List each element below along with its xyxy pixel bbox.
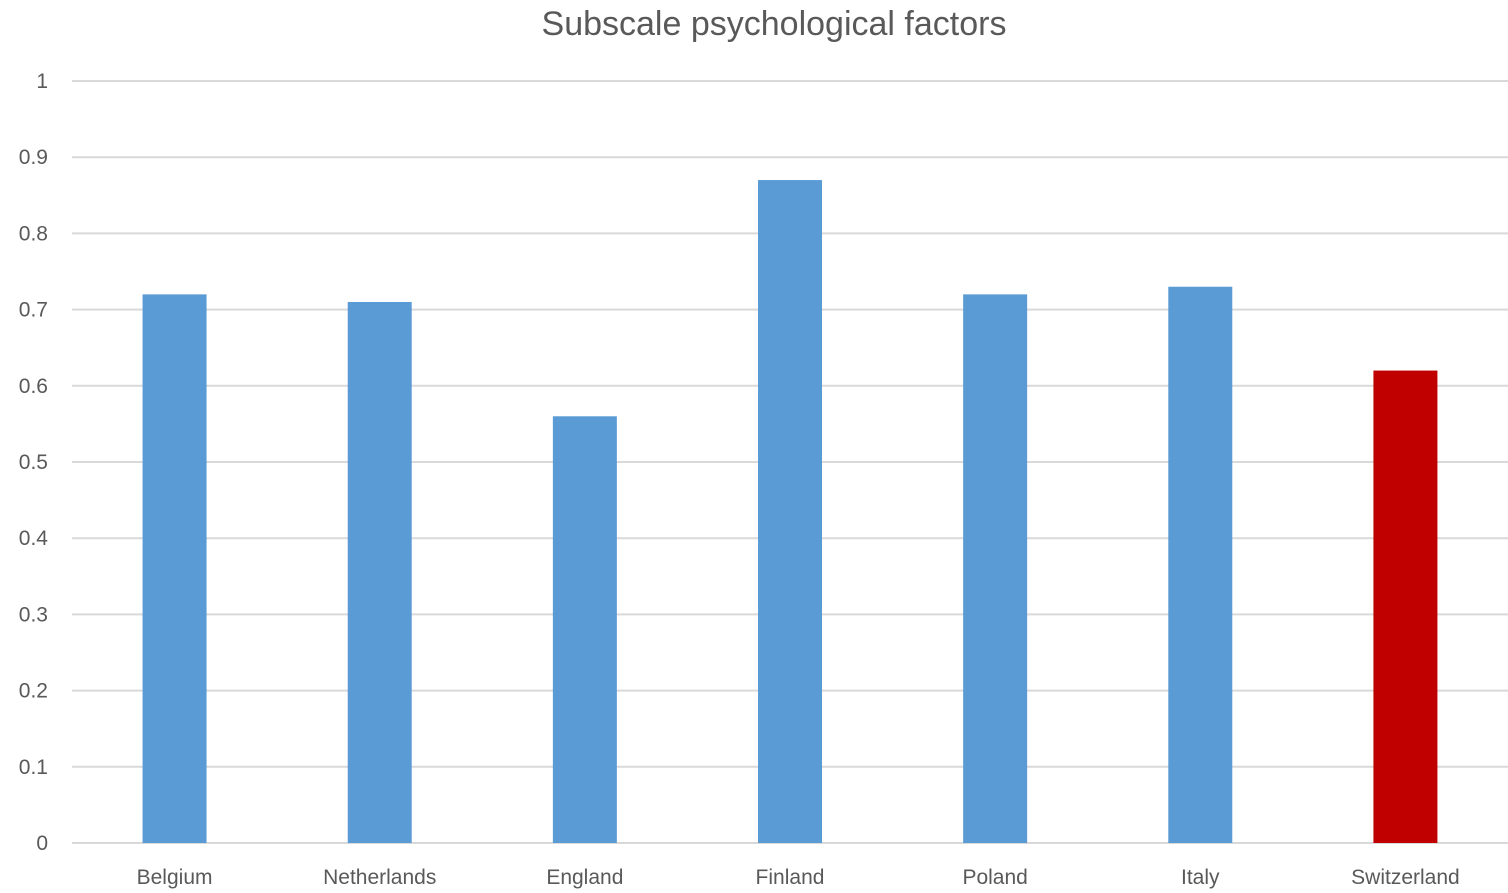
x-category-label-netherlands: Netherlands: [323, 866, 436, 889]
y-tick-label: 0.2: [19, 680, 48, 703]
x-axis-category-labels: Belgium Netherlands England Finland Poland It…: [137, 866, 1460, 889]
x-category-label-switzerland: Switzerland: [1351, 866, 1460, 889]
bars: [142, 180, 1438, 844]
x-category-label-poland: Poland: [962, 866, 1027, 889]
x-category-label-belgium: Belgium: [137, 866, 213, 889]
bar-finland: [758, 180, 822, 843]
bar-poland: [963, 294, 1028, 843]
y-tick-label: 0.6: [19, 375, 48, 398]
y-tick-label: 0.4: [19, 527, 49, 550]
bar-italy: [1168, 286, 1233, 843]
bar-england: [552, 416, 617, 843]
x-category-label-finland: Finland: [756, 866, 825, 889]
y-tick-label: 0.5: [19, 451, 48, 474]
chart-title: Subscale psychological factors: [542, 5, 1007, 43]
y-tick-label: 0.3: [19, 603, 48, 626]
y-tick-label: 0.1: [19, 756, 48, 779]
x-category-label-italy: Italy: [1181, 866, 1220, 889]
y-tick-label: 1: [36, 70, 48, 93]
y-tick-label: 0: [36, 832, 48, 855]
y-tick-label: 0.7: [19, 299, 48, 322]
y-tick-label: 0.9: [19, 146, 48, 169]
x-category-label-england: England: [546, 866, 623, 889]
y-axis-tick-labels: 0 0.1 0.2 0.3 0.4 0.5 0.6 0.7 0.8 0.9 1: [19, 70, 49, 855]
bar-netherlands: [347, 301, 412, 844]
y-tick-label: 0.8: [19, 222, 48, 245]
bar-belgium: [142, 294, 207, 843]
bar-switzerland: [1373, 370, 1438, 843]
